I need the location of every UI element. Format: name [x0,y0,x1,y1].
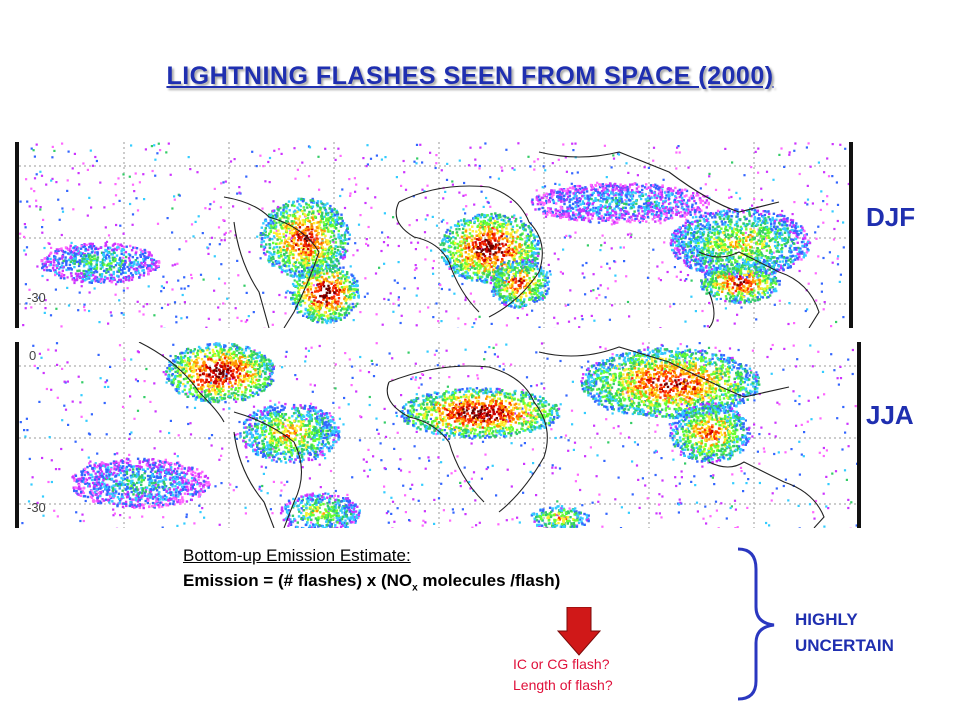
jja-lightning-image: 0-30 [19,342,857,528]
formula-subscript: x [412,582,418,594]
uncertain-line-1: HIGHLY [795,610,858,629]
question-length: Length of flash? [513,677,613,693]
question-ic-cg: IC or CG flash? [513,656,610,672]
emission-formula: Emission = (# flashes) x (NOx molecules … [183,571,560,593]
formula-prefix: Emission = (# flashes) x (NO [183,571,413,590]
estimate-heading: Bottom-up Emission Estimate: [183,546,411,565]
formula-suffix: molecules /flash) [417,571,561,590]
season-label-djf: DJF [866,202,916,232]
uncertain-line-2: UNCERTAIN [795,636,894,655]
lightning-map-djf: -30 [15,142,853,328]
slide-title: LIGHTNING FLASHES SEEN FROM SPACE (2000) [166,62,774,90]
lightning-map-jja: 0 -30 [15,342,861,528]
down-arrow-icon [556,607,602,656]
right-brace-icon [738,547,775,701]
djf-lightning-image: -30 [19,142,849,328]
season-label-jja: JJA [866,400,914,430]
